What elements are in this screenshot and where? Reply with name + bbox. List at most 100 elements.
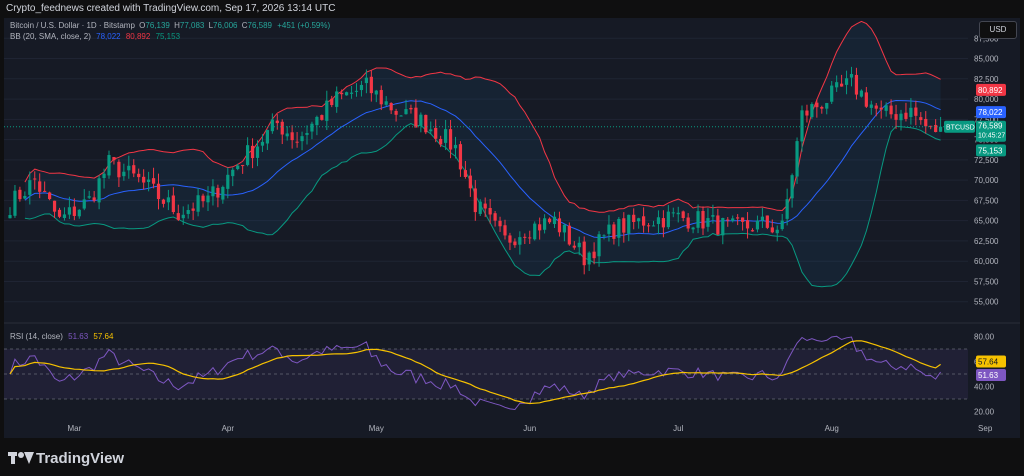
rsi-tick-label: 40.00	[974, 383, 995, 392]
title-bar: Crypto_feednews created with TradingView…	[0, 0, 1024, 18]
candle-body	[107, 155, 111, 176]
candle-body	[849, 74, 854, 78]
candle-body	[211, 186, 215, 197]
bb-upper-badge-text: 80,892	[978, 86, 1003, 95]
candle-body	[562, 224, 566, 233]
candle-body	[102, 173, 106, 179]
candle-body	[345, 92, 349, 96]
candle-body	[48, 192, 52, 200]
candle-body	[642, 216, 646, 226]
rsi-legend: RSI (14, close) 51.63 57.64	[10, 332, 113, 341]
candle-body	[97, 178, 101, 203]
candle-body	[241, 165, 245, 167]
candle-body	[557, 218, 562, 233]
candle-body	[429, 129, 433, 132]
bb-basis-line	[24, 99, 941, 238]
bb-lower-badge-bg	[976, 144, 1006, 157]
candle-body	[760, 216, 764, 221]
candle-body	[632, 214, 636, 222]
currency-button[interactable]: USD	[979, 21, 1017, 39]
candle-body	[330, 98, 334, 106]
candle-body	[186, 210, 190, 214]
candle-body	[889, 105, 893, 115]
candle-body	[741, 217, 745, 222]
candle-body	[43, 190, 47, 192]
candle-body	[909, 107, 913, 118]
candle-body	[637, 218, 641, 222]
candle-body	[661, 218, 665, 228]
rsi-badge-bg	[976, 368, 1006, 381]
candle-body	[453, 144, 458, 149]
candle-body	[335, 91, 339, 107]
candle-body	[364, 77, 368, 84]
candle-body	[33, 178, 37, 180]
rsi-label: RSI (14, close)	[10, 332, 63, 341]
candle-body	[419, 114, 423, 126]
bb-basis-badge-text: 78,022	[978, 108, 1003, 117]
candle-body	[161, 199, 166, 204]
candle-body	[171, 195, 175, 213]
price-chart[interactable]: 55,000 57,500 60,000 62,500 65,000 67,500 70,0…	[4, 18, 1020, 438]
candle-body	[726, 219, 730, 221]
candle-body	[691, 227, 695, 230]
candle-body	[270, 119, 274, 132]
countdown-timer: 10:45:27	[978, 133, 1005, 140]
candle-body	[607, 224, 611, 234]
candle-body	[523, 236, 527, 238]
candle-body	[731, 218, 735, 221]
bb-lower-badge-text: 75,153	[978, 146, 1003, 155]
candle-body	[28, 180, 32, 195]
candle-body	[404, 109, 408, 115]
candle-body	[379, 90, 383, 105]
candle-body	[112, 157, 116, 161]
candle-body	[701, 210, 705, 229]
candle-body	[325, 100, 329, 121]
candle-body	[493, 213, 497, 221]
candle-body	[483, 203, 487, 209]
candle-body	[374, 90, 378, 95]
candle-body	[513, 241, 517, 246]
candle-body	[755, 220, 760, 230]
price-tick-label: 62,500	[974, 237, 999, 246]
candle-body	[226, 174, 230, 189]
rsi-ma-badge: 57.64	[976, 355, 1006, 368]
candle-body	[409, 107, 413, 110]
symbol-legend: Bitcoin / U.S. Dollar · 1D · Bitstamp O7…	[10, 21, 330, 30]
candle-body	[914, 107, 918, 116]
candle-body	[651, 225, 656, 227]
candle-body	[622, 218, 626, 233]
candle-body	[221, 186, 225, 200]
candle-body	[255, 146, 260, 158]
candle-body	[676, 212, 680, 215]
candle-body	[473, 188, 477, 213]
rsi-ma-line	[9, 340, 941, 405]
candle-body	[869, 104, 873, 108]
candle-body	[414, 107, 418, 128]
candle-body	[389, 103, 393, 111]
change-value: +451 (+0.59%)	[277, 21, 331, 30]
candle-body	[147, 179, 151, 183]
candle-body	[929, 125, 933, 127]
tradingview-brand[interactable]: TradingView	[8, 449, 124, 467]
chart-panel[interactable]: 55,000 57,500 60,000 62,500 65,000 67,500 70,0…	[4, 18, 1020, 438]
rsi-ma-badge-bg	[976, 355, 1006, 368]
candle-body	[934, 125, 938, 133]
candle-body	[830, 85, 834, 102]
candle-body	[736, 217, 740, 219]
candle-body	[805, 110, 809, 116]
candle-body	[666, 211, 670, 228]
candle-body	[72, 206, 76, 216]
candle-body	[543, 218, 547, 230]
candle-body	[246, 145, 250, 165]
symbol-badge-bg	[944, 120, 975, 133]
rsi-badge: 51.63	[976, 368, 1006, 381]
candle-body	[508, 235, 512, 243]
candle-body	[260, 141, 265, 146]
candle-body	[18, 189, 22, 200]
price-tick-label: 70,000	[974, 176, 999, 185]
bb-legend: BB (20, SMA, close, 2) 78,022 80,892 75,…	[10, 32, 180, 41]
candle-body	[646, 225, 651, 227]
candle-body	[919, 117, 923, 121]
candle-body	[8, 214, 12, 219]
